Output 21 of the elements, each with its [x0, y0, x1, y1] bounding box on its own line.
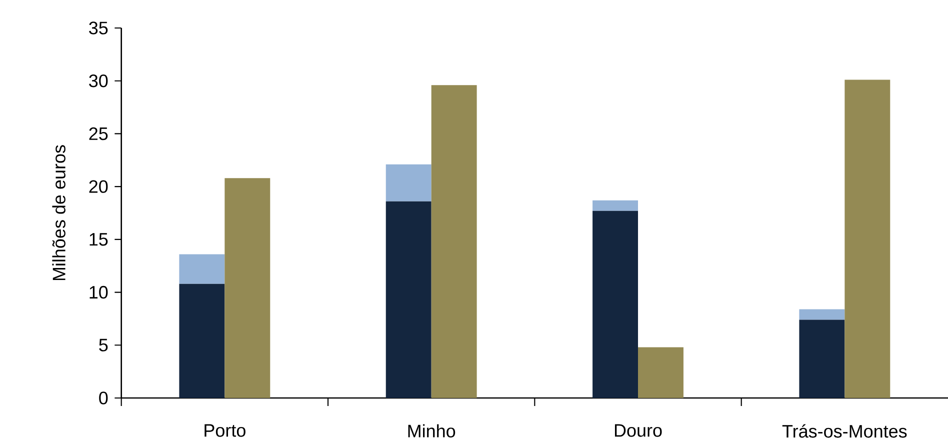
y-tick-label: 10: [90, 286, 108, 299]
bar: [638, 347, 684, 398]
x-tick-label: Minho: [408, 424, 456, 438]
bar: [799, 320, 845, 398]
y-tick-label: 30: [89, 74, 108, 88]
x-tick-label: Trás-os-Montes: [782, 424, 907, 438]
y-tick-label: 0: [99, 392, 108, 404]
x-tick-label: Porto: [204, 424, 246, 437]
bar: [592, 200, 638, 211]
y-tick-label: 15: [90, 233, 108, 246]
bar: [179, 254, 225, 284]
y-axis-title: Milhões de euros: [52, 145, 66, 280]
y-tick-label: 25: [89, 127, 108, 140]
bar: [799, 309, 845, 320]
y-tick-label: 20: [89, 180, 108, 193]
y-tick-label: 35: [89, 22, 108, 34]
x-tick-label: Douro: [614, 424, 662, 437]
bar: [844, 80, 890, 398]
y-tick-label: 5: [99, 338, 108, 352]
bar: [592, 210, 638, 398]
bar: [386, 164, 432, 202]
